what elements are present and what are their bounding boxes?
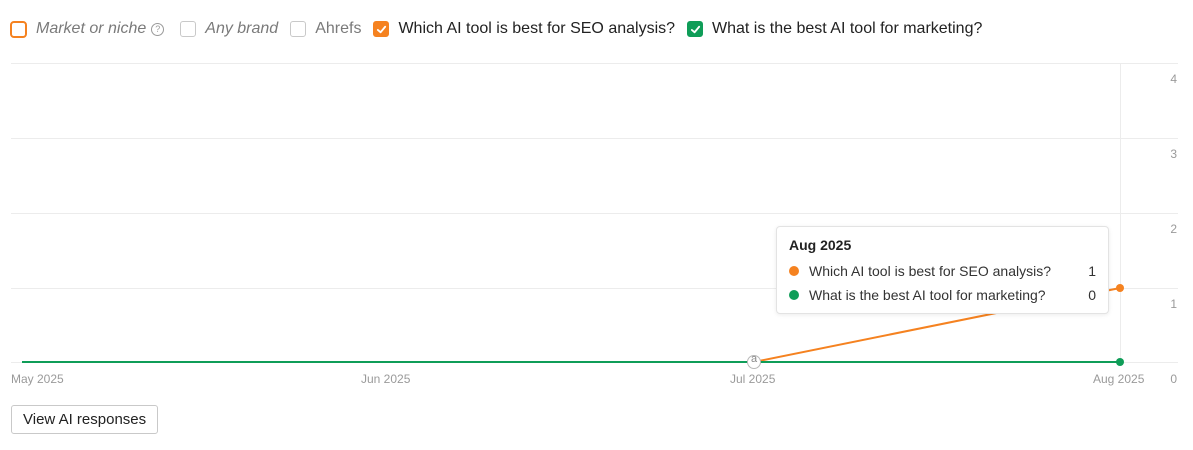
x-tick: May 2025 — [11, 372, 64, 386]
legend-item-marketing[interactable]: What is the best AI tool for marketing? — [687, 20, 982, 38]
legend-label: Ahrefs — [315, 20, 362, 37]
chart-tooltip: Aug 2025 Which AI tool is best for SEO a… — [776, 226, 1109, 314]
checkbox-seo-analysis[interactable] — [373, 21, 390, 37]
tooltip-title: Aug 2025 — [789, 237, 852, 253]
tooltip-series-name: Which AI tool is best for SEO analysis? — [809, 263, 1051, 279]
legend-label: Which AI tool is best for SEO analysis? — [398, 20, 676, 37]
help-icon[interactable]: ? — [151, 22, 165, 36]
legend-item-ahrefs[interactable]: Ahrefs — [290, 20, 361, 38]
x-tick: Jul 2025 — [730, 372, 776, 386]
data-point-marketing-aug[interactable] — [1116, 358, 1124, 366]
tooltip-series-name: What is the best AI tool for marketing? — [809, 287, 1046, 303]
tooltip-row: Which AI tool is best for SEO analysis? … — [789, 259, 1096, 283]
checkbox-market-or-niche[interactable] — [10, 20, 27, 38]
y-tick: 4 — [1170, 72, 1177, 86]
tooltip-series-value: 0 — [1088, 287, 1096, 303]
series-dot-icon — [789, 290, 799, 300]
legend-item-market-or-niche[interactable]: Market or niche ? — [10, 20, 168, 38]
legend-label: Market or niche — [36, 20, 147, 37]
line-chart: a 4 3 2 1 0 May 2025 Jun 2025 Jul 2025 A… — [11, 63, 1178, 386]
legend-item-seo-analysis[interactable]: Which AI tool is best for SEO analysis? — [373, 20, 675, 38]
checkbox-ahrefs[interactable] — [290, 21, 307, 37]
series-dot-icon — [789, 266, 799, 276]
tooltip-series-value: 1 — [1088, 263, 1096, 279]
y-tick: 1 — [1170, 297, 1177, 311]
checkmark-icon — [376, 25, 387, 33]
tooltip-row: What is the best AI tool for marketing? … — [789, 283, 1096, 307]
data-point-seo-aug[interactable] — [1116, 284, 1124, 292]
view-ai-responses-button[interactable]: View AI responses — [11, 405, 159, 434]
checkbox-marketing[interactable] — [687, 21, 704, 37]
annotation-marker[interactable] — [747, 355, 761, 369]
x-tick: Jun 2025 — [361, 372, 411, 386]
y-tick: 3 — [1170, 147, 1177, 161]
y-tick: 0 — [1170, 372, 1177, 386]
legend-label: What is the best AI tool for marketing? — [712, 20, 983, 37]
x-tick: Aug 2025 — [1093, 372, 1145, 386]
legend-bar: Market or niche ? Any brand Ahrefs Which… — [10, 16, 994, 42]
annotation-label: a — [750, 353, 758, 365]
legend-label: Any brand — [205, 20, 279, 37]
gridlines — [11, 63, 1178, 363]
chart-plot-area — [11, 63, 1178, 369]
checkmark-icon — [690, 25, 700, 33]
checkbox-any-brand[interactable] — [180, 21, 197, 37]
legend-item-any-brand[interactable]: Any brand — [180, 20, 278, 38]
y-tick: 2 — [1170, 222, 1177, 236]
